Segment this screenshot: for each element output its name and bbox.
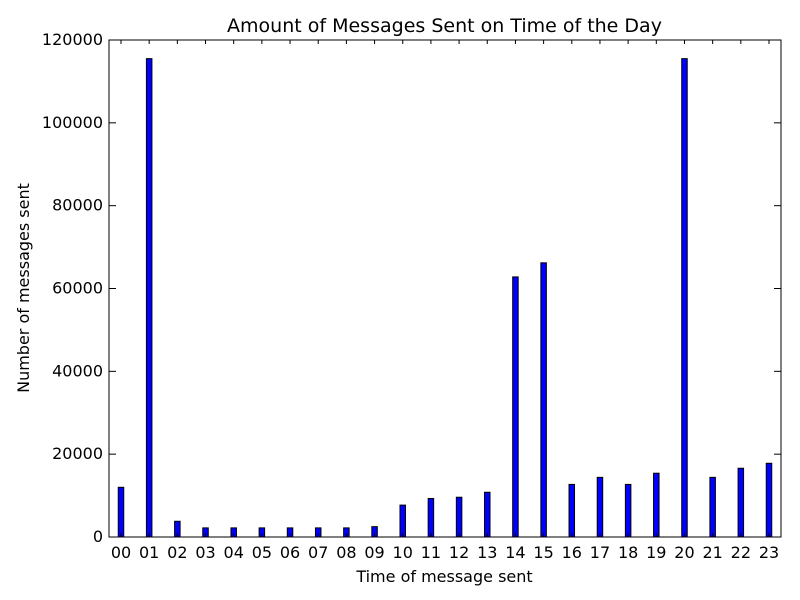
x-tick-label: 18: [618, 543, 638, 562]
bar: [399, 504, 406, 538]
x-tick-label: 01: [139, 543, 159, 562]
x-tick-label: 22: [731, 543, 751, 562]
x-tick-label: 21: [702, 543, 722, 562]
x-tick-label: 23: [759, 543, 779, 562]
bar: [540, 262, 547, 538]
x-tick-label: 09: [364, 543, 384, 562]
y-tick-label: 20000: [52, 444, 103, 463]
x-tick-label: 12: [449, 543, 469, 562]
x-tick-label: 17: [590, 543, 610, 562]
x-tick-label: 07: [308, 543, 328, 562]
y-tick-label: 100000: [42, 113, 103, 132]
y-tick-label: 80000: [52, 196, 103, 215]
y-tick-label: 60000: [52, 279, 103, 298]
y-axis-label: Number of messages sent: [14, 183, 33, 393]
x-tick-label: 03: [195, 543, 215, 562]
chart-title: Amount of Messages Sent on Time of the D…: [227, 15, 662, 37]
x-tick-label: 00: [111, 543, 131, 562]
x-tick-label: 20: [674, 543, 694, 562]
y-tick-label: 0: [93, 527, 103, 546]
bar: [737, 467, 745, 538]
bar: [765, 462, 773, 538]
bar: [117, 486, 125, 538]
y-tick-label: 120000: [42, 30, 103, 49]
x-tick-label: 14: [505, 543, 525, 562]
x-axis-label: Time of message sent: [355, 567, 532, 586]
x-tick-label: 04: [224, 543, 244, 562]
x-tick-label: 05: [252, 543, 272, 562]
x-tick-label: 08: [336, 543, 356, 562]
bar: [427, 497, 435, 538]
bar: [512, 276, 519, 538]
x-tick-label: 02: [167, 543, 187, 562]
bar: [709, 476, 716, 538]
x-tick-label: 15: [533, 543, 553, 562]
y-tick-label: 40000: [52, 361, 103, 380]
bar: [653, 472, 660, 538]
x-tick-label: 16: [562, 543, 582, 562]
x-tick-label: 13: [477, 543, 497, 562]
x-tick-label: 19: [646, 543, 666, 562]
bar: [596, 476, 604, 538]
bar: [455, 496, 463, 538]
x-tick-label: 06: [280, 543, 300, 562]
bar: [568, 483, 576, 538]
bar: [145, 58, 153, 538]
plot-area: 00 01 02 03 04 05 06 07 08 09 10 11 12 13 14 15 16 17 18 19…: [42, 30, 782, 562]
x-tick-label: 11: [421, 543, 441, 562]
axes-frame: [108, 39, 782, 538]
bar: [681, 58, 688, 538]
bar: [624, 483, 632, 538]
bar: [484, 491, 491, 538]
x-tick-label: 10: [393, 543, 413, 562]
